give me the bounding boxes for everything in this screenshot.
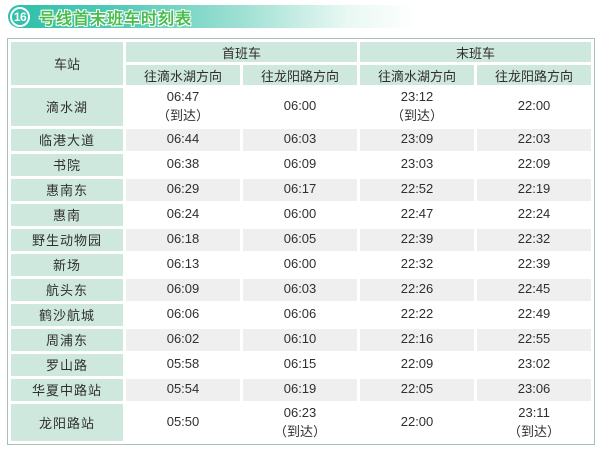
time-cell: 22:03 [477,128,592,151]
station-cell: 临港大道 [11,128,123,151]
time-cell: 22:05 [360,378,475,401]
station-cell: 龙阳路站 [11,403,123,442]
time-cell: 22:39 [477,253,592,276]
time-cell: 22:39 [360,228,475,251]
time-cell: 23:02 [477,353,592,376]
station-column-header: 车站 [11,42,123,85]
station-cell: 惠南东 [11,178,123,201]
station-cell: 滴水湖 [11,88,123,126]
table-row: 鹤沙航城 06:06 06:06 22:22 22:49 [11,303,592,326]
time-cell: 22:26 [360,278,475,301]
time-cell: 06:00 [243,253,358,276]
time-cell: 23:12 （到达） [360,88,475,126]
time-cell: 06:09 [126,278,240,301]
station-cell: 周浦东 [11,328,123,351]
time-cell: 22:55 [477,328,592,351]
table-row: 临港大道 06:44 06:03 23:09 22:03 [11,128,592,151]
time-cell: 06:13 [126,253,240,276]
title-band: 16 号线首末班车时刻表 [8,5,592,28]
page-title: 号线首末班车时刻表 [39,10,193,28]
table-row: 龙阳路站 05:50 06:23 （到达） 22:00 23:11 （到达） [11,403,592,442]
time-cell: 22:52 [360,178,475,201]
time-cell: 06:00 [243,88,358,126]
station-cell: 华夏中路站 [11,378,123,401]
time-cell: 22:22 [360,303,475,326]
table-row: 野生动物园 06:18 06:05 22:39 22:32 [11,228,592,251]
time-cell: 06:44 [126,128,240,151]
station-cell: 野生动物园 [11,228,123,251]
timetable: 车站 首班车 末班车 往滴水湖方向 往龙阳路方向 往滴水湖方向 往龙阳路方向 滴… [7,38,596,446]
time-cell: 06:15 [243,353,358,376]
time-cell: 06:17 [243,178,358,201]
time-cell: 22:49 [477,303,592,326]
time-cell: 22:24 [477,203,592,226]
time-cell: 22:09 [360,353,475,376]
time-cell: 06:06 [126,303,240,326]
time-cell: 06:10 [243,328,358,351]
direction-header-first-dishuihu: 往滴水湖方向 [126,65,240,85]
station-cell: 书院 [11,153,123,176]
first-train-group-header: 首班车 [126,42,358,62]
time-cell: 22:32 [477,228,592,251]
table-row: 滴水湖 06:47 （到达） 06:00 23:12 （到达） 22:00 [11,88,592,126]
time-cell: 06:03 [243,278,358,301]
station-cell: 新场 [11,253,123,276]
time-cell: 06:47 （到达） [126,88,240,126]
direction-header-last-dishuihu: 往滴水湖方向 [360,65,475,85]
time-cell: 23:09 [360,128,475,151]
direction-header-last-longyang: 往龙阳路方向 [477,65,592,85]
time-cell: 06:23 （到达） [243,403,358,442]
time-cell: 23:06 [477,378,592,401]
direction-header-first-longyang: 往龙阳路方向 [243,65,358,85]
time-cell: 06:05 [243,228,358,251]
last-train-group-header: 末班车 [360,42,592,62]
table-row: 航头东 06:09 06:03 22:26 22:45 [11,278,592,301]
table-row: 新场 06:13 06:00 22:32 22:39 [11,253,592,276]
station-cell: 鹤沙航城 [11,303,123,326]
station-cell: 惠南 [11,203,123,226]
time-cell: 22:16 [360,328,475,351]
table-row: 华夏中路站 05:54 06:19 22:05 23:06 [11,378,592,401]
time-cell: 06:06 [243,303,358,326]
station-cell: 航头东 [11,278,123,301]
time-cell: 06:18 [126,228,240,251]
time-cell: 06:19 [243,378,358,401]
time-cell: 22:45 [477,278,592,301]
time-cell: 22:00 [477,88,592,126]
time-cell: 05:58 [126,353,240,376]
time-cell: 06:24 [126,203,240,226]
table-row: 罗山路 05:58 06:15 22:09 23:02 [11,353,592,376]
time-cell: 06:38 [126,153,240,176]
station-cell: 罗山路 [11,353,123,376]
line-number-badge: 16 [10,6,30,27]
time-cell: 06:09 [243,153,358,176]
table-row: 书院 06:38 06:09 23:03 22:09 [11,153,592,176]
time-cell: 05:54 [126,378,240,401]
table-row: 惠南 06:24 06:00 22:47 22:24 [11,203,592,226]
time-cell: 23:11 （到达） [477,403,592,442]
time-cell: 06:02 [126,328,240,351]
time-cell: 06:00 [243,203,358,226]
time-cell: 05:50 [126,403,240,442]
time-cell: 22:09 [477,153,592,176]
time-cell: 22:00 [360,403,475,442]
time-cell: 06:03 [243,128,358,151]
timetable-body: 滴水湖 06:47 （到达） 06:00 23:12 （到达） 22:00 临港… [11,88,592,442]
time-cell: 22:47 [360,203,475,226]
time-cell: 22:32 [360,253,475,276]
time-cell: 23:03 [360,153,475,176]
time-cell: 22:19 [477,178,592,201]
table-row: 周浦东 06:02 06:10 22:16 22:55 [11,328,592,351]
table-row: 惠南东 06:29 06:17 22:52 22:19 [11,178,592,201]
time-cell: 06:29 [126,178,240,201]
